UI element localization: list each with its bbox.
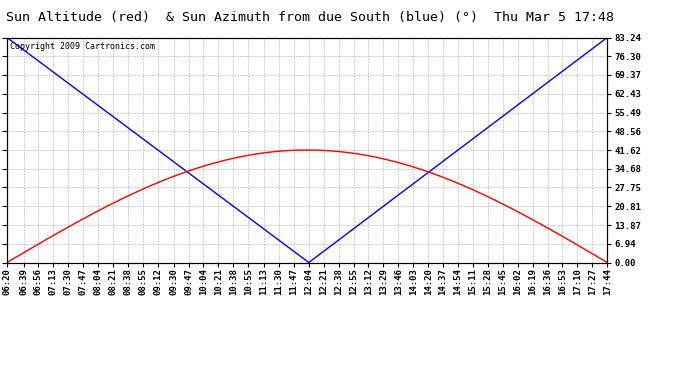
Text: Sun Altitude (red)  & Sun Azimuth from due South (blue) (°)  Thu Mar 5 17:48: Sun Altitude (red) & Sun Azimuth from du… <box>6 11 615 24</box>
Text: Copyright 2009 Cartronics.com: Copyright 2009 Cartronics.com <box>10 42 155 51</box>
